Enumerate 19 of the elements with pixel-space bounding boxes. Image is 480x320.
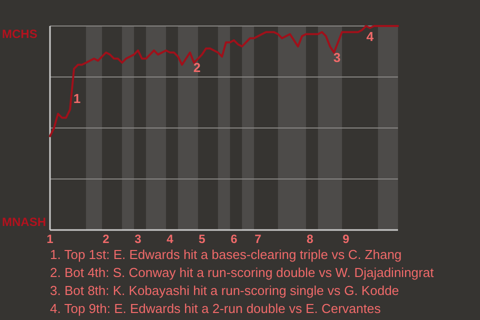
text: 3. Bot 8th: K. Kobayashi hit a run-scoring single vs G. Kodde <box>50 283 400 298</box>
x-tick-label: 3 <box>134 232 142 246</box>
text: 1. Top 1st: E. Edwards hit a bases-clearing triple vs C. Zhang <box>50 247 402 262</box>
annotation: 1 <box>73 91 81 106</box>
text: 4. Top 9th: E. Edwards hit a 2-run double vs E. Cervantes <box>50 301 382 316</box>
x-tick-label: 9 <box>342 232 350 246</box>
x-tick-label: 1 <box>46 232 54 246</box>
x-tick-label: 8 <box>306 232 314 246</box>
text: 2. Bot 4th: S. Conway hit a run-scoring double vs W. Djajadiningrat <box>50 265 434 280</box>
x-tick-label: 7 <box>254 232 262 246</box>
text: MNASH <box>2 215 46 229</box>
x-tick-label: 6 <box>230 232 238 246</box>
x-tick-label: 5 <box>198 232 206 246</box>
text: MCHS <box>2 27 38 41</box>
annotation: 2 <box>193 60 201 75</box>
annotation: 3 <box>333 50 341 65</box>
x-tick-label: 2 <box>102 232 110 246</box>
annotation: 4 <box>366 29 374 44</box>
x-tick-label: 4 <box>166 232 174 246</box>
